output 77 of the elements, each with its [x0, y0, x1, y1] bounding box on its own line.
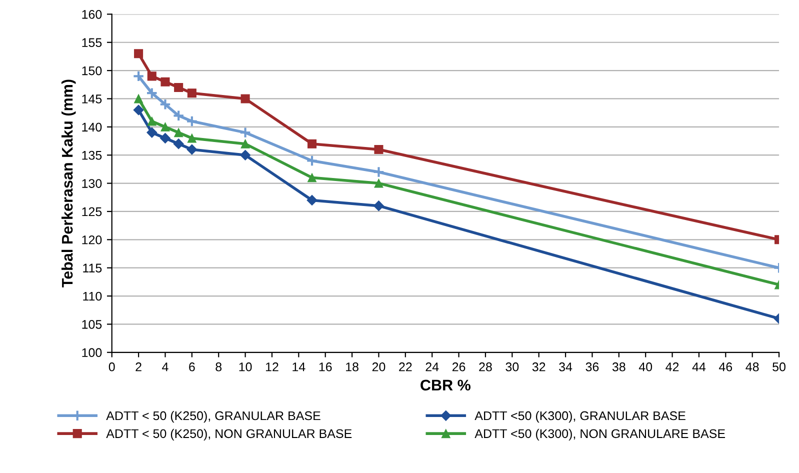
y-tick-label: 110	[83, 292, 102, 301]
point	[146, 127, 158, 138]
x-tick-label: 38	[612, 362, 626, 372]
x-tick-label: 48	[746, 362, 759, 372]
point	[134, 49, 144, 58]
legend-label: ADTT < 50 (K250), GRANULAR BASE	[106, 410, 320, 423]
y-tick-label: 140	[82, 122, 102, 132]
point	[374, 178, 384, 188]
x-tick-label: 40	[638, 362, 652, 372]
point	[160, 77, 170, 86]
point	[374, 144, 384, 154]
x-tick-label: 50	[772, 362, 786, 372]
x-tick-label: 10	[239, 362, 252, 372]
point	[187, 134, 196, 143]
x-tick-label: 28	[479, 362, 492, 372]
point	[160, 122, 170, 132]
point	[146, 87, 158, 100]
y-tick-label: 115	[83, 264, 102, 272]
x-tick-label: 16	[319, 362, 332, 372]
y-axis-title: Tebal Perkerasan Kaku (mm)	[61, 80, 76, 288]
y-tick-label: 105	[82, 320, 102, 329]
point	[240, 150, 251, 160]
y-tick-label: 125	[82, 207, 102, 216]
x-axis-title: CBR %	[420, 380, 471, 391]
x-tick-label: 0	[108, 362, 115, 372]
x-tick-label: 4	[162, 362, 168, 372]
x-tick-label: 18	[346, 362, 358, 372]
y-tick-label: 135	[82, 150, 102, 160]
point	[240, 139, 250, 148]
point	[306, 194, 318, 206]
x-tick-label: 46	[718, 362, 732, 372]
point	[187, 88, 196, 98]
y-tick-label: 130	[82, 179, 102, 188]
x-tick-label: 36	[586, 362, 599, 372]
x-tick-label: 44	[692, 362, 706, 372]
point	[373, 200, 384, 212]
point	[174, 128, 184, 138]
point	[307, 173, 317, 182]
y-tick-label: 100	[82, 348, 102, 358]
x-tick-label: 20	[372, 362, 386, 372]
point	[160, 132, 170, 144]
point	[240, 94, 250, 104]
point	[133, 104, 144, 116]
y-tick-label: 155	[82, 38, 102, 48]
point	[134, 94, 144, 104]
y-tick-label: 145	[82, 94, 102, 104]
point	[186, 115, 198, 128]
point	[174, 82, 184, 92]
x-tick-label: 26	[452, 362, 466, 372]
point	[239, 126, 252, 138]
point	[306, 154, 318, 167]
point	[147, 72, 156, 81]
x-tick-label: 12	[266, 362, 278, 372]
x-tick-label: 6	[189, 362, 195, 372]
legend-label: ADTT <50 (K300), NON GRANULARE BASE	[474, 428, 725, 441]
y-tick-label: 160	[82, 10, 102, 19]
legend-label: ADTT < 50 (K250), NON GRANULAR BASE	[106, 428, 352, 441]
x-tick-label: 34	[559, 362, 572, 372]
x-tick-label: 32	[532, 362, 546, 372]
legend-label: ADTT <50 (K300), GRANULAR BASE	[474, 410, 686, 423]
x-tick-label: 14	[292, 362, 306, 372]
x-tick-label: 42	[666, 362, 679, 372]
x-tick-label: 24	[426, 362, 439, 372]
point	[159, 98, 172, 110]
point	[307, 139, 317, 148]
x-tick-label: 22	[399, 362, 412, 372]
point	[372, 166, 385, 178]
point	[172, 110, 184, 122]
point	[147, 116, 156, 126]
x-tick-label: 8	[216, 362, 222, 372]
point	[173, 138, 184, 150]
x-tick-label: 30	[506, 362, 519, 372]
point	[132, 70, 144, 82]
y-tick-label: 120	[82, 235, 102, 244]
point	[186, 144, 198, 155]
y-tick-label: 150	[82, 66, 102, 76]
x-tick-label: 2	[136, 362, 142, 372]
